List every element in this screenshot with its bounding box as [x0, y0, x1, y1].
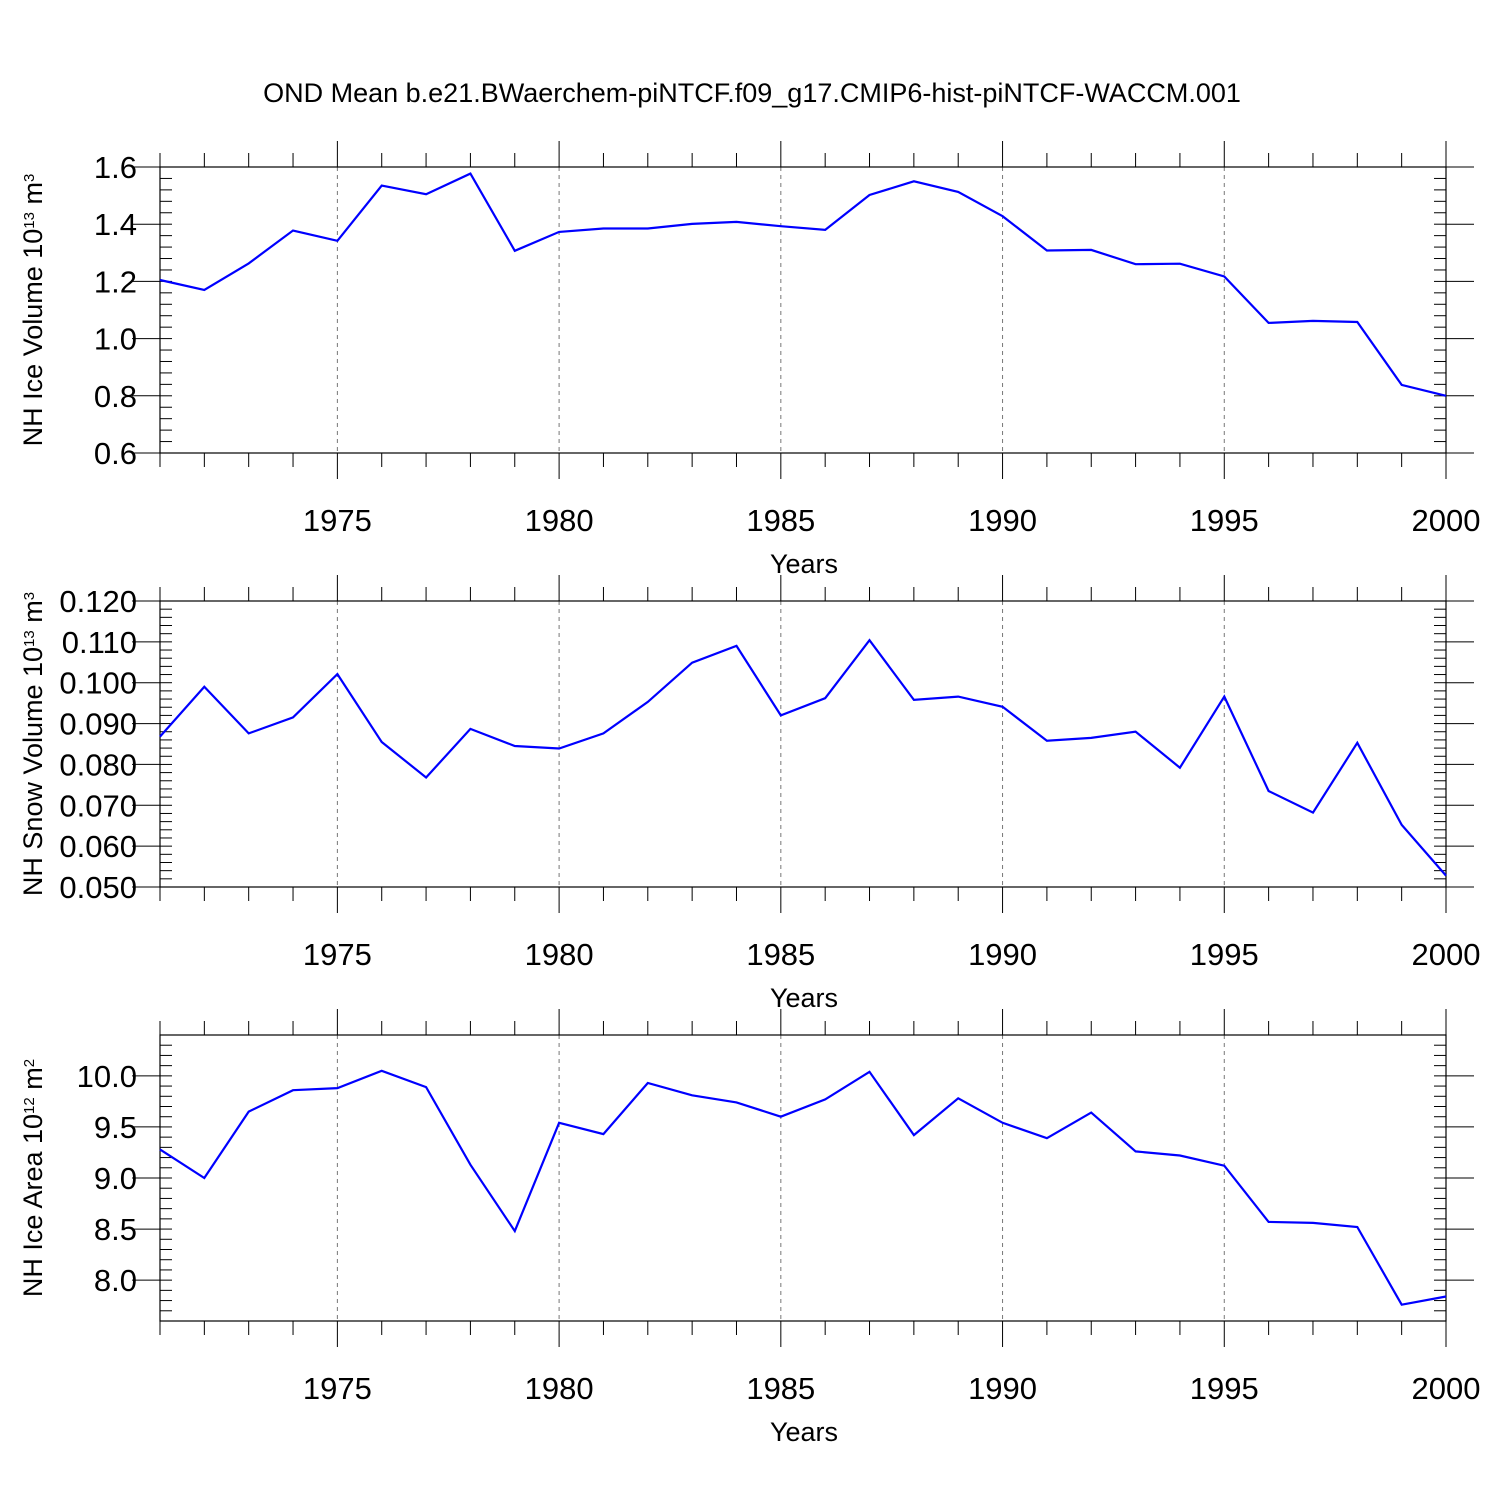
- plot-frame: [159, 166, 1447, 454]
- y-axis-label: NH Snow Volume 1013 m3: [18, 592, 48, 896]
- y-tick-label: 1.0: [94, 322, 137, 357]
- y-axis-label-superscript: 13: [21, 212, 38, 229]
- figure-title: OND Mean b.e21.BWaerchem-piNTCF.f09_g17.…: [263, 78, 1241, 108]
- y-tick-label: 10.0: [77, 1059, 137, 1094]
- y-tick-label: 1.6: [94, 150, 137, 185]
- x-tick-label: 1995: [1190, 1371, 1259, 1406]
- y-axis-label-part: m: [18, 182, 48, 212]
- y-axis-label-superscript: 13: [21, 630, 38, 647]
- y-tick-label: 0.060: [59, 829, 137, 864]
- y-axis-label: NH Ice Area 1012 m2: [18, 1059, 48, 1297]
- series-line: [159, 172, 1447, 397]
- y-tick-label: 0.6: [94, 436, 137, 471]
- x-tick-label: 1980: [525, 937, 594, 972]
- y-tick-label: 0.070: [59, 788, 137, 823]
- y-tick-label: 0.100: [59, 666, 137, 701]
- y-axis-label: NH Ice Volume 1013 m3: [18, 174, 48, 447]
- x-tick-label: 1990: [968, 1371, 1037, 1406]
- x-tick-label: 1995: [1190, 503, 1259, 538]
- y-tick-label: 1.2: [94, 264, 137, 299]
- y-tick-label: 9.0: [94, 1161, 137, 1196]
- x-tick-label: 1985: [746, 937, 815, 972]
- x-tick-label: 2000: [1412, 503, 1481, 538]
- x-tick-label: 1985: [746, 1371, 815, 1406]
- x-axis-label: Years: [770, 983, 838, 1013]
- series-line: [159, 1069, 1447, 1306]
- x-tick-label: 1985: [746, 503, 815, 538]
- y-tick-label: 0.8: [94, 379, 137, 414]
- x-tick-label: 1990: [968, 937, 1037, 972]
- y-axis-label-superscript: 2: [21, 1059, 38, 1067]
- x-tick-label: 1980: [525, 1371, 594, 1406]
- y-tick-label: 0.080: [59, 747, 137, 782]
- panel-snow-volume: 0.050 0.060 0.070 0.080 0.090 0.100 0.110 0.120…: [18, 575, 1480, 1013]
- y-tick-label: 0.110: [62, 625, 137, 660]
- x-axis-label: Years: [770, 1417, 838, 1447]
- x-tick-label: 1975: [303, 1371, 372, 1406]
- x-axis-label: Years: [770, 549, 838, 579]
- y-axis-label-part: m: [18, 600, 48, 630]
- panel-ice-area: 8.0 8.5 9.0 9.5 10.0 1975 1980 1985 1990 1995 2000…: [18, 1009, 1480, 1447]
- y-tick-label: 0.090: [59, 707, 137, 742]
- x-tick-label: 1980: [525, 503, 594, 538]
- y-tick-label: 1.4: [94, 207, 137, 242]
- x-tick-label: 1990: [968, 503, 1037, 538]
- y-tick-label: 8.0: [94, 1263, 137, 1298]
- y-tick-label: 0.120: [59, 584, 137, 619]
- y-tick-label: 9.5: [94, 1110, 137, 1145]
- y-axis-label-part: NH Snow Volume 10: [18, 647, 48, 896]
- x-tick-label: 1975: [303, 937, 372, 972]
- panel-ice-volume: 0.6 0.8 1.0 1.2 1.4 1.6 1975 1980 1985 1990 1995 20…: [18, 141, 1480, 579]
- y-tick-label: 0.050: [59, 870, 137, 905]
- y-axis-label-superscript: 12: [21, 1097, 38, 1114]
- series-line: [159, 638, 1447, 877]
- plot-frame: [159, 1034, 1447, 1322]
- y-axis-label-superscript: 3: [21, 592, 38, 600]
- y-axis-label-part: NH Ice Area 10: [18, 1114, 48, 1297]
- x-tick-label: 1975: [303, 503, 372, 538]
- x-tick-label: 1995: [1190, 937, 1259, 972]
- y-axis-label-part: m: [18, 1067, 48, 1097]
- y-tick-label: 8.5: [94, 1212, 137, 1247]
- y-axis-label-part: NH Ice Volume 10: [18, 229, 48, 447]
- y-axis-label-superscript: 3: [21, 174, 38, 182]
- x-tick-label: 2000: [1412, 1371, 1481, 1406]
- plot-frame: [159, 600, 1447, 888]
- x-tick-label: 2000: [1412, 937, 1481, 972]
